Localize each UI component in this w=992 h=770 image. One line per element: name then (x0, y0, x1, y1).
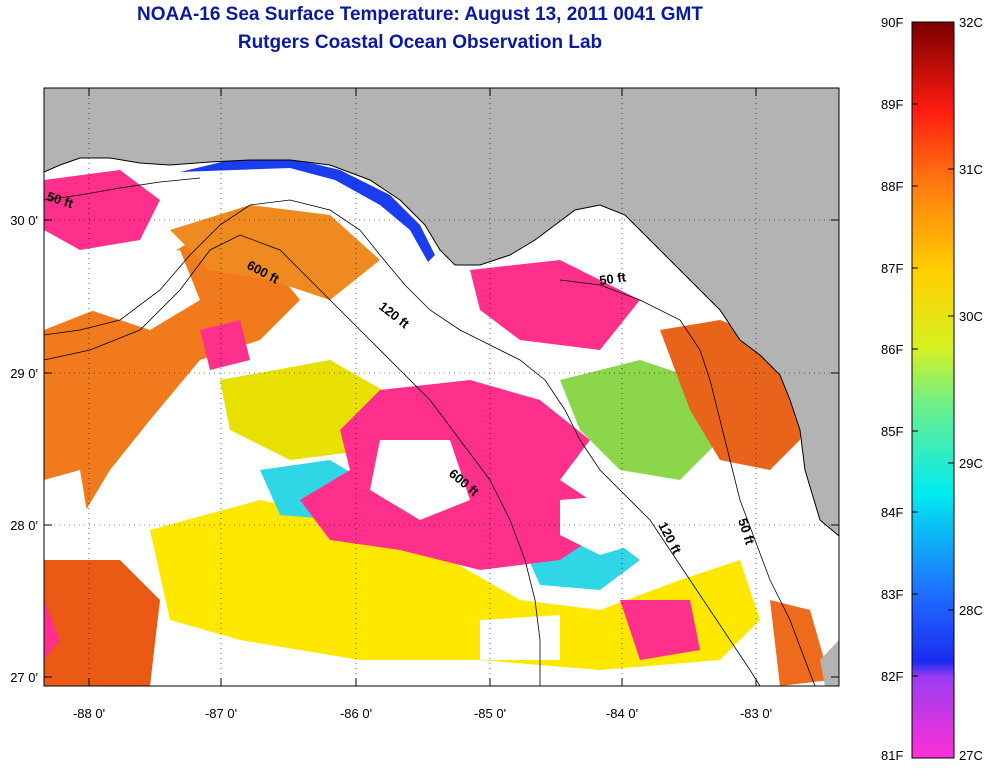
colorbar-ticks (912, 103, 954, 677)
y-tick-label: 30 0' (10, 213, 38, 228)
coastline (44, 157, 839, 537)
colorbar-c-label: 28C (959, 603, 983, 618)
colorbar-c-label: 32C (959, 15, 983, 30)
cool-region-northwest (44, 170, 160, 250)
land-mass-south (820, 640, 839, 686)
warm-region-north (170, 205, 380, 300)
green-patch-east (560, 360, 720, 480)
x-tick-label: -83 0' (740, 706, 772, 721)
isobath-120ft (44, 199, 761, 686)
colorbar-f-label: 90F (881, 15, 904, 30)
colorbar-c-label: 31C (959, 162, 983, 177)
x-tick-label: -88 0' (73, 706, 105, 721)
sst-field: 50 ft 600 ft 120 ft 50 ft 600 ft 120 ft … (44, 88, 839, 686)
map-frame (43, 87, 840, 687)
x-tick-label: -87 0' (205, 706, 237, 721)
warm-region-southeast (770, 600, 830, 686)
colorbar-f-label: 87F (881, 261, 904, 276)
colorbar-f-label: 84F (881, 505, 904, 520)
cool-region-bigbend (470, 260, 640, 350)
warm-region-southwest (44, 560, 160, 686)
cool-patch-w (200, 320, 250, 370)
colorbar-f-label: 86F (881, 342, 904, 357)
map-subtitle: Rutgers Coastal Ocean Observation Lab (237, 32, 603, 53)
isobath-50ft-east (559, 279, 816, 686)
colorbar-f-label: 89F (881, 97, 904, 112)
land-mass (44, 88, 839, 536)
cloud-patch-3 (370, 440, 470, 520)
x-tick-label: -84 0' (606, 706, 638, 721)
cloud-patch-1 (90, 250, 200, 330)
colorbar-c-label: 30C (959, 309, 983, 324)
colorbar (911, 21, 955, 759)
iso-label-50-bigbend: 50 ft (598, 269, 627, 288)
yellow-band-south (150, 500, 760, 670)
isobath-600ft (44, 234, 541, 686)
coastal-cool-strip (180, 158, 435, 262)
y-tick-label: 27 0' (10, 670, 38, 685)
map-title: NOAA-16 Sea Surface Temperature: August … (137, 4, 703, 25)
colorbar-c-label: 29C (959, 456, 983, 471)
colorbar-c-label: 27C (959, 748, 983, 763)
cloud-patch-5 (44, 470, 90, 540)
colorbar-f-label: 82F (881, 669, 904, 684)
y-tick-label: 29 0' (10, 366, 38, 381)
tick-marks (44, 88, 839, 686)
colorbar-f-label: 88F (881, 179, 904, 194)
warm-region-west (44, 230, 300, 520)
cool-patch-se (620, 600, 700, 660)
isobath-50ft-west (44, 177, 201, 201)
x-tick-label: -86 0' (340, 706, 372, 721)
y-tick-label: 28 0' (10, 518, 38, 533)
cool-patch-sw (44, 600, 60, 660)
cloud-patch-6 (480, 615, 560, 660)
colorbar-f-label: 81F (881, 748, 904, 763)
colorbar-f-label: 85F (881, 424, 904, 439)
colorbar-f-label: 83F (881, 587, 904, 602)
x-tick-label: -85 0' (474, 706, 506, 721)
